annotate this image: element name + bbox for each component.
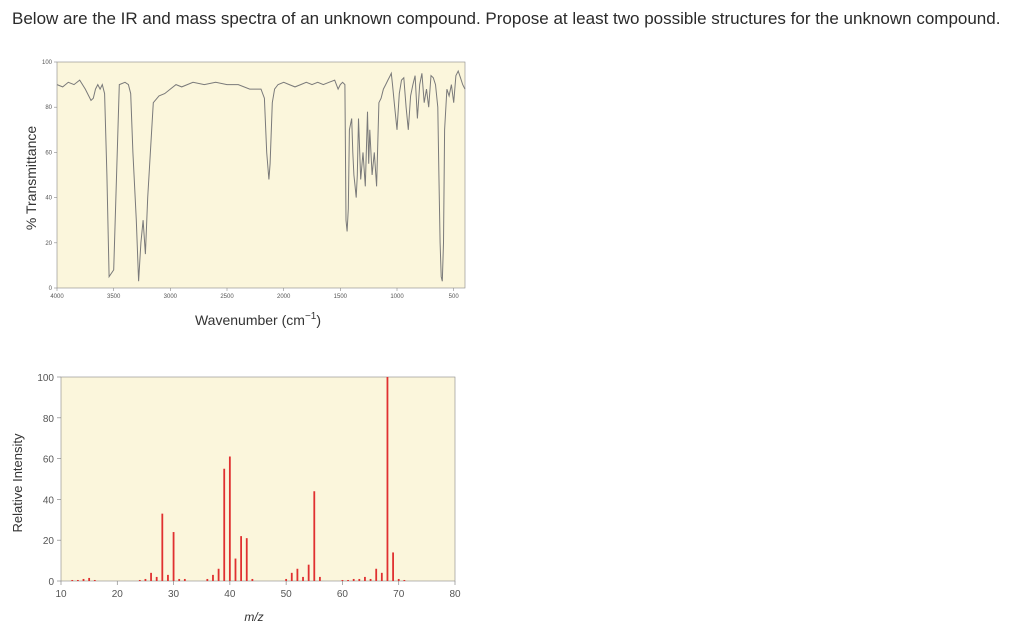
ir-x-tick-label: 3500 [107,294,121,300]
ms-x-tick-label: 20 [112,589,124,600]
ms-x-tick-label: 10 [55,589,67,600]
ms-y-tick-label: 20 [43,536,55,547]
ir-y-tick-label: 80 [45,105,52,111]
ir-y-axis-title: % Transmittance [23,126,39,230]
ms-x-tick-label: 80 [449,589,461,600]
ir-x-tick-label: 3000 [164,294,178,300]
ms-x-tick-label: 30 [168,589,180,600]
ir-x-axis-title-close: ) [316,312,321,328]
question-text: Below are the IR and mass spectra of an … [12,9,1001,28]
ir-x-tick-label: 2500 [220,294,234,300]
ir-y-tick-label: 60 [45,150,52,156]
ir-x-tick-label: 4000 [50,294,64,300]
ms-y-tick-label: 0 [48,577,54,588]
ms-plot-area [60,376,456,582]
ir-spectrum-chart: 4000 3500 3000 2500 2000 1500 1000 500 0 20 40 60 8… [23,60,466,328]
mass-spectrum-chart: 10 20 30 40 50 60 70 80 0 20 40 60 80 100 Relative I… [10,373,461,624]
ir-plot-area [56,61,466,289]
ir-y-tick-label: 0 [49,286,53,292]
ms-x-tick-label: 50 [281,589,293,600]
ms-y-tick-label: 80 [43,414,55,425]
ms-y-axis: 0 20 40 60 80 100 [37,373,61,588]
ms-x-tick-label: 60 [337,589,349,600]
ir-y-tick-label: 100 [42,60,53,66]
ir-x-axis-title: Wavenumber (cm−1) [195,311,321,328]
ir-x-axis: 4000 3500 3000 2500 2000 1500 1000 500 [50,288,459,300]
ms-y-tick-label: 60 [43,455,55,466]
ir-x-tick-label: 500 [449,294,460,300]
ir-y-tick-label: 20 [45,241,52,247]
ms-x-axis-title: m/z [244,610,263,624]
ir-absorption-curve [56,69,466,282]
ms-x-axis: 10 20 30 40 50 60 70 80 [55,581,461,600]
ir-x-tick-label: 1500 [334,294,348,300]
ms-y-tick-label: 40 [43,495,55,506]
ir-x-axis-title-main: Wavenumber (cm [195,312,305,328]
ir-y-axis: 0 20 40 60 80 100 [42,60,57,292]
ms-y-axis-title: Relative Intensity [10,433,25,532]
ms-x-tick-label: 40 [224,589,236,600]
ir-x-tick-label: 1000 [390,294,404,300]
ms-bars-group [71,377,406,581]
ir-y-tick-label: 40 [45,196,52,202]
ms-x-tick-label: 70 [393,589,405,600]
ms-y-tick-label: 100 [37,373,54,384]
ir-x-axis-title-sup: −1 [305,311,317,322]
ir-x-tick-label: 2000 [277,294,291,300]
